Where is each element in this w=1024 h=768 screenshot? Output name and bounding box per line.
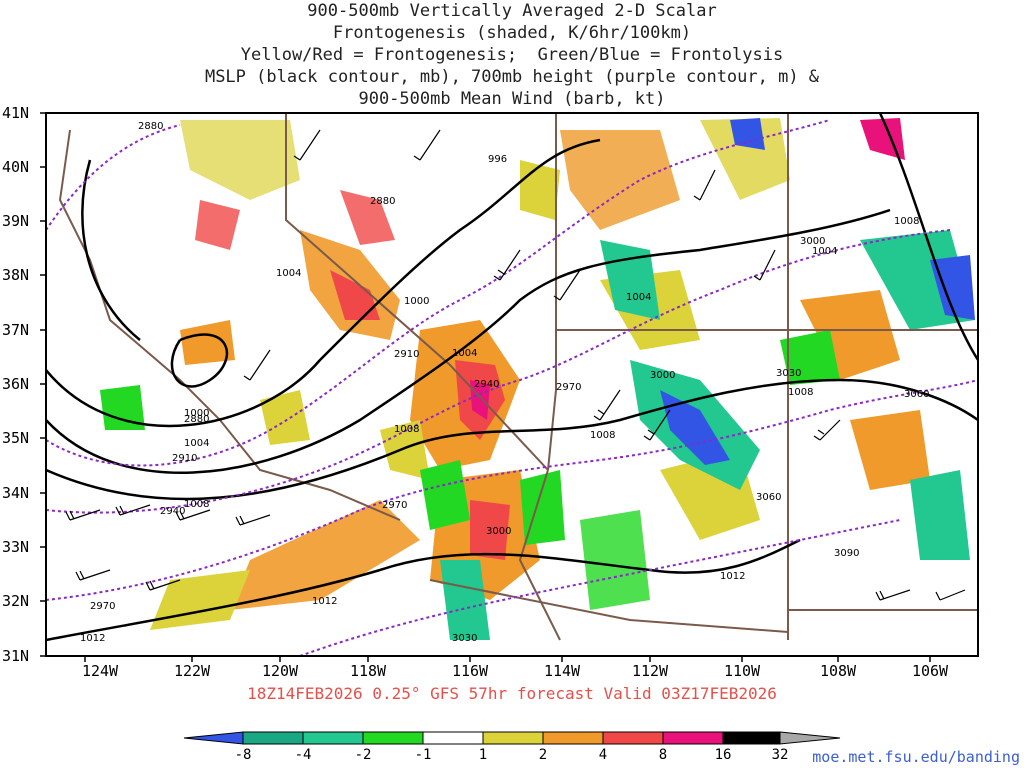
source-url[interactable]: moe.met.fsu.edu/banding: [812, 748, 1020, 766]
colorbar: [183, 731, 841, 745]
height-label: 2940: [474, 379, 499, 390]
wind-barbs: [65, 129, 966, 601]
title-line-4: MSLP (black contour, mb), 700mb height (…: [204, 67, 820, 87]
lon-label: 124W: [81, 662, 119, 680]
colorbar-label: 1: [478, 747, 488, 763]
frontogenesis-shading: [100, 118, 975, 640]
title-line-3: Yellow/Red = Frontogenesis; Green/Blue =…: [240, 45, 784, 65]
title-line-5: 900-500mb Mean Wind (barb, kt): [358, 89, 666, 109]
height-label: 2970: [90, 601, 115, 612]
axis-ticks: [40, 112, 931, 662]
mslp-label: 1012: [720, 571, 745, 582]
lat-label: 40N: [2, 158, 30, 176]
mslp-label: 1000: [404, 296, 429, 307]
colorbar-swatch: [542, 731, 604, 745]
lat-label: 32N: [2, 592, 30, 610]
height-label: 3030: [776, 368, 801, 379]
mslp-label: 1008: [184, 499, 209, 510]
mslp-label: 996: [488, 154, 507, 165]
mslp-label: 1008: [894, 216, 919, 227]
height-label: 3000: [486, 526, 511, 537]
lat-label: 31N: [2, 647, 30, 665]
height-label: 2970: [556, 382, 581, 393]
forecast-valid-time: 18Z14FEB2026 0.25° GFS 57hr forecast Val…: [247, 684, 777, 703]
lon-label: 116W: [451, 662, 489, 680]
colorbar-swatch: [662, 731, 724, 745]
colorbar-swatch: [722, 731, 781, 745]
colorbar-label: 16: [714, 747, 732, 763]
colorbar-label: 2: [538, 747, 548, 763]
height-label: 3000: [650, 370, 675, 381]
height-label: 3030: [452, 633, 477, 644]
mslp-label: 1000: [184, 408, 209, 419]
height-label: 2880: [184, 414, 209, 425]
height-label: 2970: [382, 500, 407, 511]
mslp-label: 1004: [812, 246, 837, 257]
height-label: 2880: [138, 121, 163, 132]
mslp-label: 1004: [184, 438, 209, 449]
colorbar-swatch: [422, 731, 484, 745]
lon-label: 122W: [173, 662, 211, 680]
mslp-label: 1004: [626, 292, 651, 303]
title-line-2: Frontogenesis (shaded, K/6hr/100km): [332, 23, 692, 43]
lat-label: 41N: [2, 104, 30, 122]
mslp-label: 1008: [394, 424, 419, 435]
lon-label: 112W: [631, 662, 669, 680]
state-borders: [58, 113, 978, 641]
lat-label: 38N: [2, 266, 30, 284]
lon-label: 106W: [911, 662, 949, 680]
colorbar-swatch: [183, 731, 244, 745]
colorbar-swatch: [482, 731, 544, 745]
mslp-label: 1012: [80, 633, 105, 644]
height-label: 2880: [370, 196, 395, 207]
colorbar-swatch: [242, 731, 304, 745]
mslp-label: 1012: [312, 596, 337, 607]
colorbar-swatch: [362, 731, 424, 745]
lat-label: 36N: [2, 375, 30, 393]
lat-label: 37N: [2, 321, 30, 339]
mslp-label: 1004: [452, 348, 477, 359]
lon-label: 110W: [723, 662, 761, 680]
lon-label: 108W: [819, 662, 857, 680]
lat-label: 34N: [2, 484, 30, 502]
lon-label: 114W: [543, 662, 581, 680]
height-label: 3000: [800, 236, 825, 247]
colorbar-swatch: [302, 731, 364, 745]
lat-label: 33N: [2, 538, 30, 556]
colorbar-label: -2: [354, 747, 372, 763]
mslp-contours: [46, 113, 978, 642]
colorbar-label: -8: [234, 747, 252, 763]
height-label: 3090: [834, 548, 859, 559]
colorbar-label: -4: [294, 747, 312, 763]
height-label: 3060: [756, 492, 781, 503]
mslp-label: 1008: [590, 430, 615, 441]
lat-label: 35N: [2, 429, 30, 447]
colorbar-label: -1: [414, 747, 432, 763]
lon-label: 118W: [349, 662, 387, 680]
height-label: 3060: [904, 389, 929, 400]
colorbar-label: 32: [771, 747, 789, 763]
colorbar-swatch: [779, 731, 841, 745]
height-label: 2940: [160, 506, 185, 517]
colorbar-label: 4: [598, 747, 608, 763]
title-line-1: 900-500mb Vertically Averaged 2-D Scalar: [307, 1, 717, 21]
mslp-label: 1004: [276, 268, 301, 279]
lat-label: 39N: [2, 212, 30, 230]
height-label: 2910: [172, 453, 197, 464]
mslp-label: 1008: [788, 387, 813, 398]
lon-label: 120W: [261, 662, 299, 680]
height-contours: [46, 119, 978, 656]
height-label: 2910: [394, 349, 419, 360]
colorbar-swatch: [602, 731, 664, 745]
colorbar-label: 8: [658, 747, 668, 763]
